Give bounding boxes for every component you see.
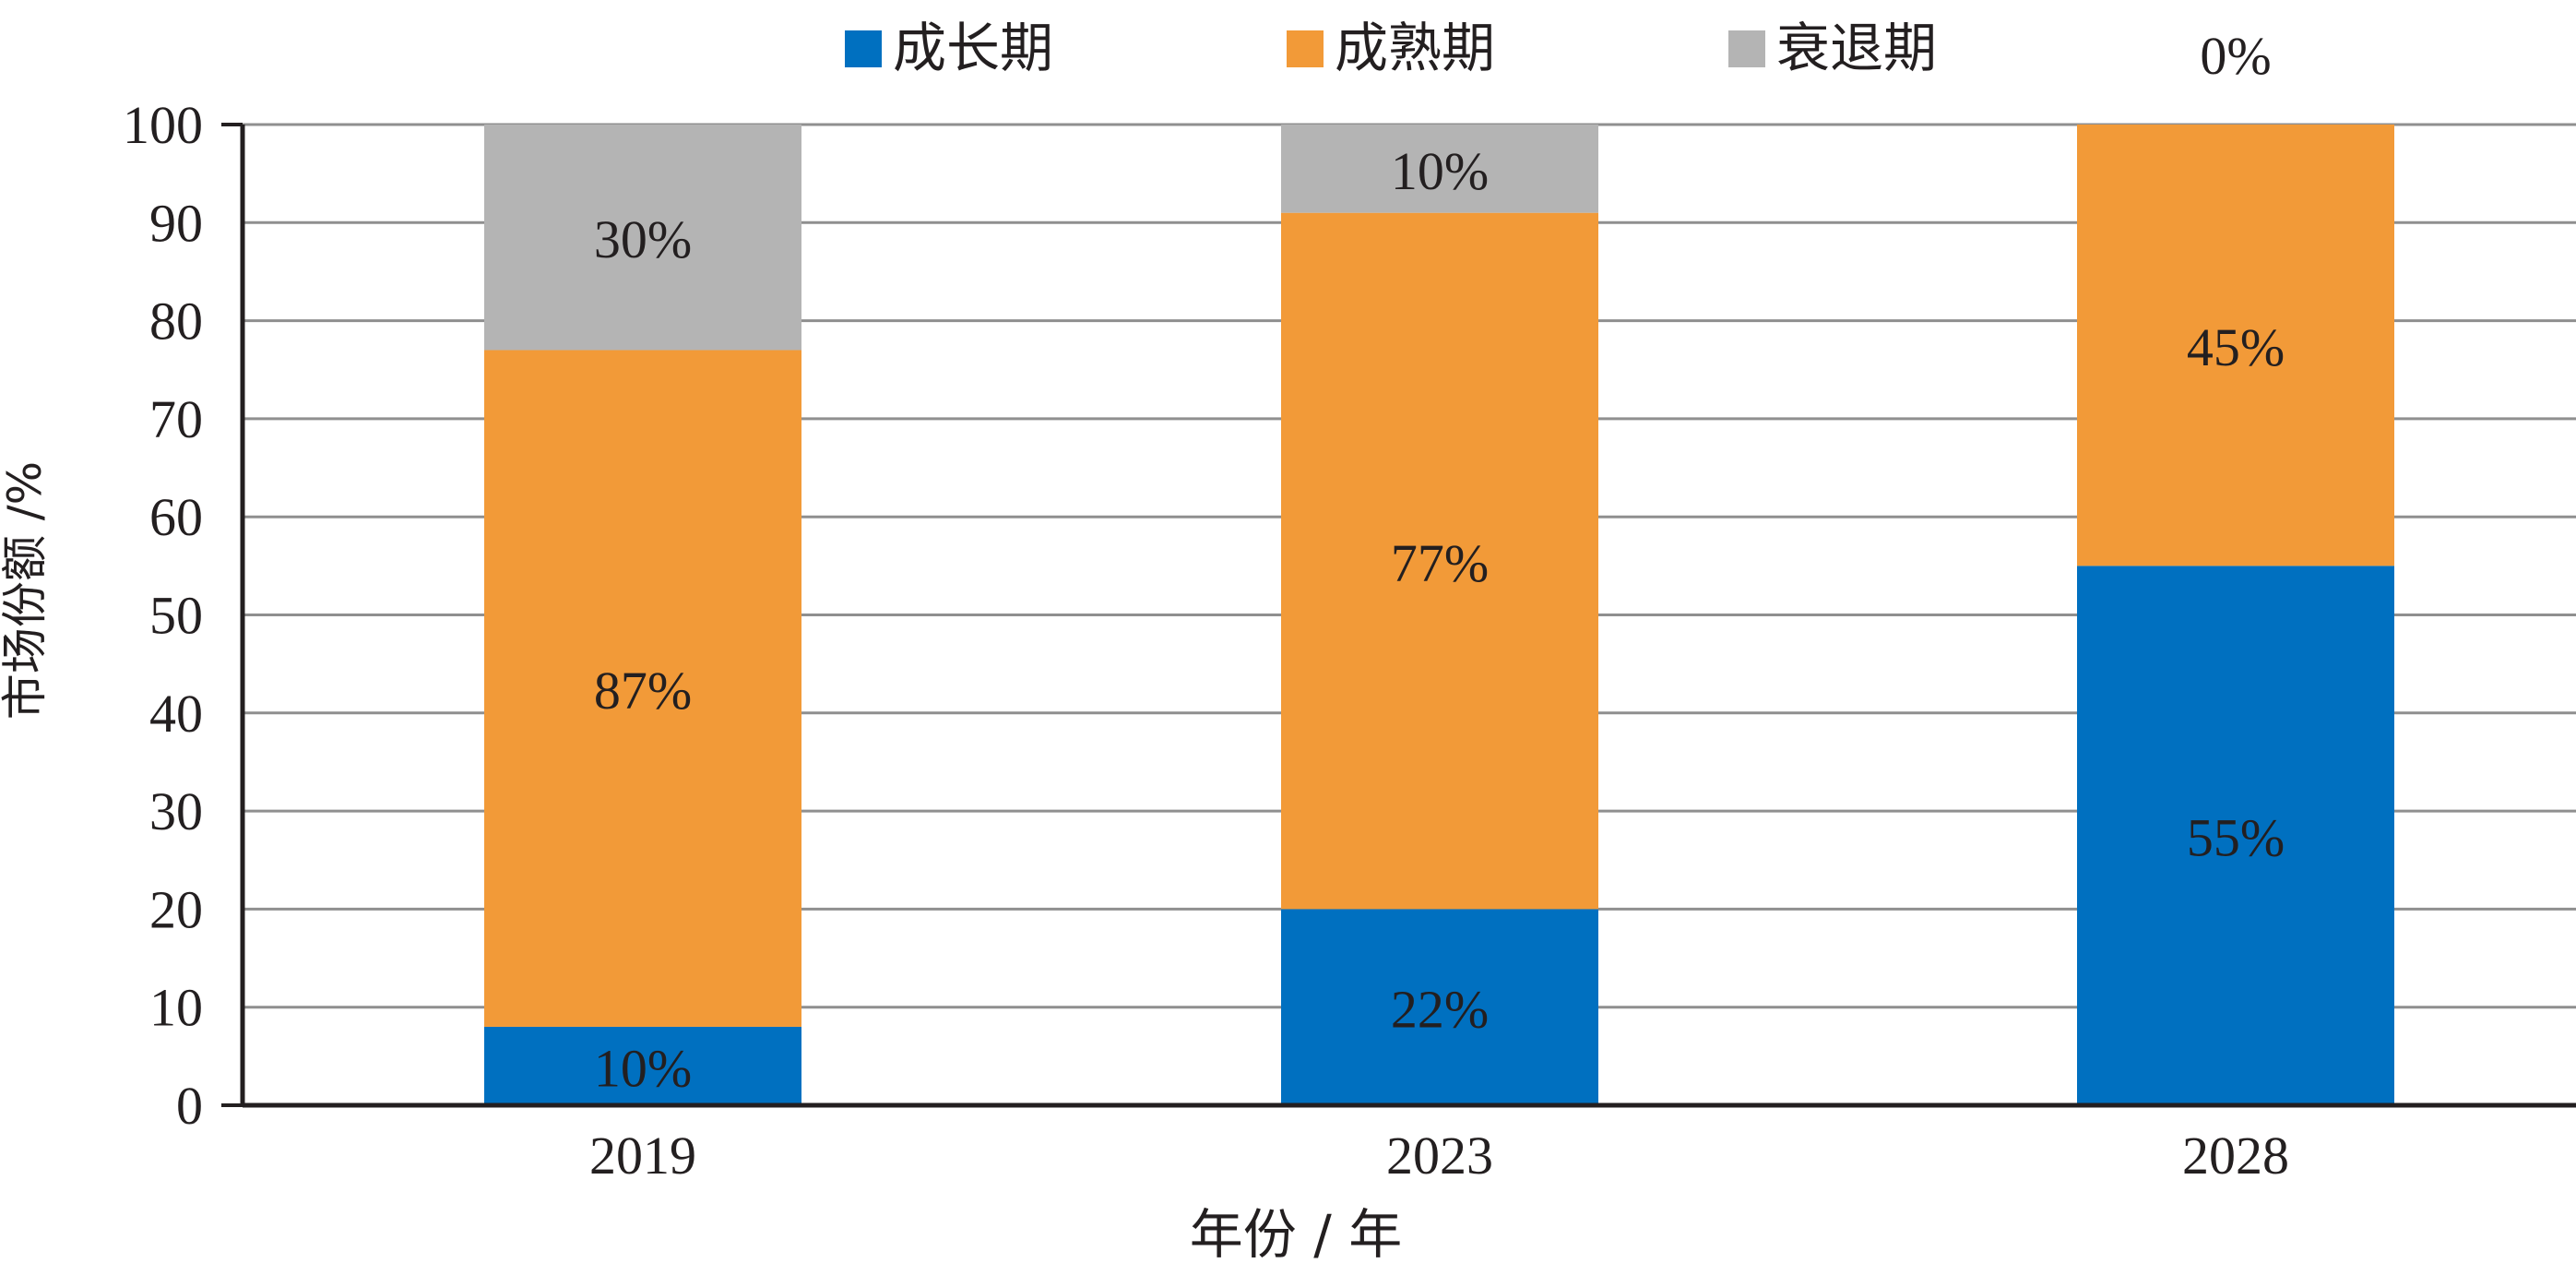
- y-tick-label: 80: [149, 292, 203, 352]
- y-tick-label: 50: [149, 586, 203, 646]
- legend-label: 衰退期: [1776, 17, 1937, 79]
- data-label: 0%: [2200, 26, 2271, 86]
- data-label: 45%: [2187, 317, 2285, 377]
- legend-label: 成长期: [893, 17, 1053, 79]
- y-tick-label: 0: [176, 1076, 203, 1136]
- x-axis-title: 年份 / 年: [1190, 1203, 1402, 1266]
- bar-segment: [2077, 125, 2394, 566]
- bar-segment: [1281, 125, 1598, 213]
- y-tick-label: 10: [149, 978, 203, 1038]
- legend-swatch: [845, 30, 882, 67]
- y-tick-label: 90: [149, 193, 203, 253]
- legend-swatch: [1728, 30, 1765, 67]
- data-label: 22%: [1391, 980, 1489, 1040]
- legend: 成长期 成熟期 衰退期: [845, 17, 1937, 79]
- x-tick-label: 2023: [1386, 1126, 1493, 1186]
- data-label: 55%: [2187, 808, 2285, 868]
- y-tick-label: 60: [149, 487, 203, 547]
- y-tick-label: 100: [123, 95, 203, 155]
- y-axis-title: 市场份额 /%: [0, 461, 52, 720]
- data-label: 87%: [594, 661, 692, 721]
- bar-stacks: [484, 125, 2394, 1105]
- data-label: 10%: [594, 1038, 692, 1098]
- x-tick-label: 2028: [2182, 1126, 2289, 1186]
- x-tick-labels: 2019 2023 2028: [589, 1126, 2289, 1186]
- bar-segment: [484, 1026, 801, 1105]
- bar-segment: [484, 350, 801, 1027]
- bar-segment: [1281, 909, 1598, 1105]
- bar-segment: [1281, 212, 1598, 910]
- y-tick-label: 70: [149, 389, 203, 449]
- y-tick-label: 40: [149, 684, 203, 744]
- data-label: 30%: [594, 209, 692, 269]
- x-tick-label: 2019: [589, 1126, 696, 1186]
- y-tick-labels: 0 10 20 30 40 50 60 70 80 90 100: [123, 95, 203, 1136]
- data-label: 10%: [1391, 141, 1489, 201]
- y-tick-label: 30: [149, 781, 203, 841]
- legend-label: 成熟期: [1335, 17, 1495, 79]
- legend-swatch: [1287, 30, 1324, 67]
- axes: [221, 123, 2576, 1108]
- bar-segment: [2077, 566, 2394, 1105]
- data-label: 77%: [1391, 533, 1489, 593]
- y-tick-label: 20: [149, 879, 203, 939]
- data-labels: 10% 87% 30% 22% 77% 10% 55% 45% 0%: [594, 26, 2285, 1098]
- bar-segment: [484, 125, 801, 351]
